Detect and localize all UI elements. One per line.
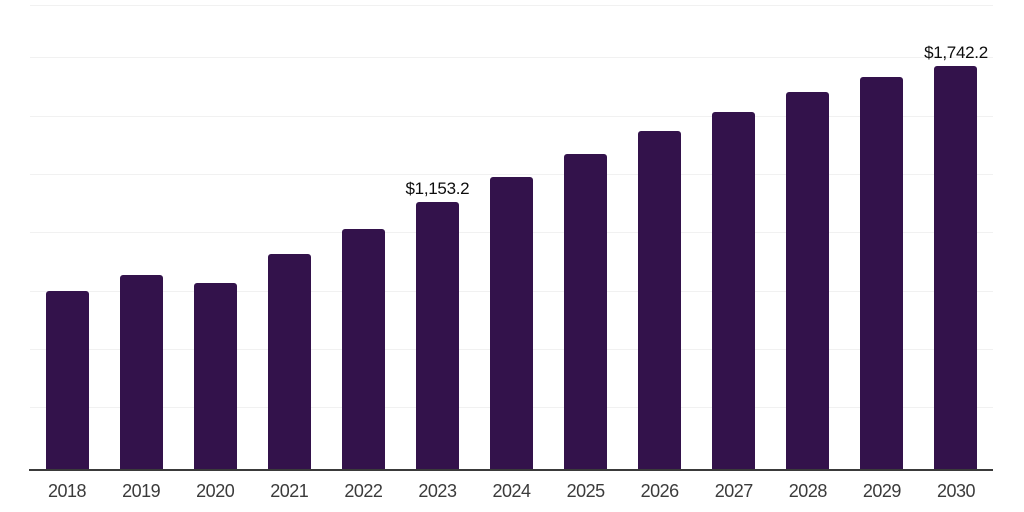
x-tick-label-2028: 2028	[788, 481, 828, 501]
bar-2022	[341, 229, 385, 470]
bar-2025	[564, 153, 608, 470]
x-tick-label-2027: 2027	[714, 481, 754, 501]
bar-column-2030: $1,742.2	[919, 6, 993, 470]
x-tick-label-2023: 2023	[418, 481, 457, 501]
gridline	[30, 5, 993, 6]
bar-column-2029	[845, 6, 919, 470]
bar-column-2024	[474, 6, 548, 470]
bar-column-2028	[771, 6, 845, 470]
x-tick-label-2024: 2024	[492, 481, 531, 501]
bar-value-label-2030: $1,742.2	[924, 42, 988, 62]
bar-2026	[638, 130, 682, 470]
x-tick-label-2022: 2022	[344, 481, 383, 501]
bar-column-2027	[697, 6, 771, 470]
bar-2027	[712, 112, 756, 470]
x-tick-label-2026: 2026	[640, 481, 680, 501]
bar-2020	[193, 282, 237, 470]
bar-2018	[45, 290, 89, 470]
x-tick-label-2018: 2018	[48, 481, 87, 501]
gridline	[30, 57, 993, 58]
bar-column-2020	[178, 6, 252, 470]
bar-column-2025	[549, 6, 623, 470]
bar-2030	[934, 65, 978, 470]
x-axis-line	[29, 469, 993, 471]
x-tick-label-2025: 2025	[566, 481, 606, 501]
bar-2024	[490, 177, 533, 470]
bar-2029	[860, 76, 904, 470]
bars-row: $1,153.2 $1,742.2	[30, 6, 993, 470]
x-axis-labels: 2018 2019 2020 2021 2022 2023 2024 2025 2026 2027…	[30, 481, 993, 501]
bar-column-2018	[30, 6, 104, 470]
x-tick-label-2020: 2020	[196, 481, 235, 501]
x-tick-label-2030: 2030	[936, 481, 976, 501]
bar-column-2023: $1,153.2	[400, 6, 474, 470]
bar-column-2022	[326, 6, 400, 470]
bar-value-label-2023: $1,153.2	[405, 179, 470, 199]
x-tick-label-2021: 2021	[270, 481, 309, 501]
plot-area: $1,153.2 $1,742.2	[30, 5, 993, 470]
gridline	[30, 116, 993, 117]
bar-2023	[415, 202, 459, 470]
bar-2021	[267, 253, 311, 470]
x-tick-label-2019: 2019	[122, 481, 161, 501]
bar-column-2019	[104, 6, 178, 470]
x-tick-label-2029: 2029	[862, 481, 902, 501]
bar-column-2026	[623, 6, 697, 470]
gridline	[30, 174, 993, 175]
bar-column-2021	[252, 6, 326, 470]
bar-2028	[786, 92, 830, 470]
bar-2019	[119, 274, 163, 470]
